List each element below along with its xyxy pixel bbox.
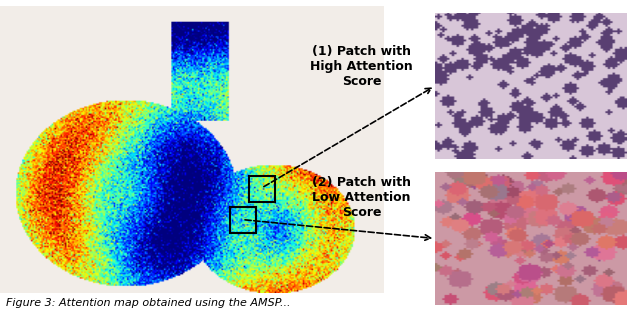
Bar bbox=[249, 176, 275, 202]
Text: (1) Patch with
High Attention
Score: (1) Patch with High Attention Score bbox=[310, 45, 413, 88]
Text: (2) Patch with
Low Attention
Score: (2) Patch with Low Attention Score bbox=[312, 176, 411, 219]
Bar bbox=[230, 207, 256, 233]
Text: Figure 3: Attention map obtained using the AMSP...: Figure 3: Attention map obtained using t… bbox=[6, 299, 291, 308]
